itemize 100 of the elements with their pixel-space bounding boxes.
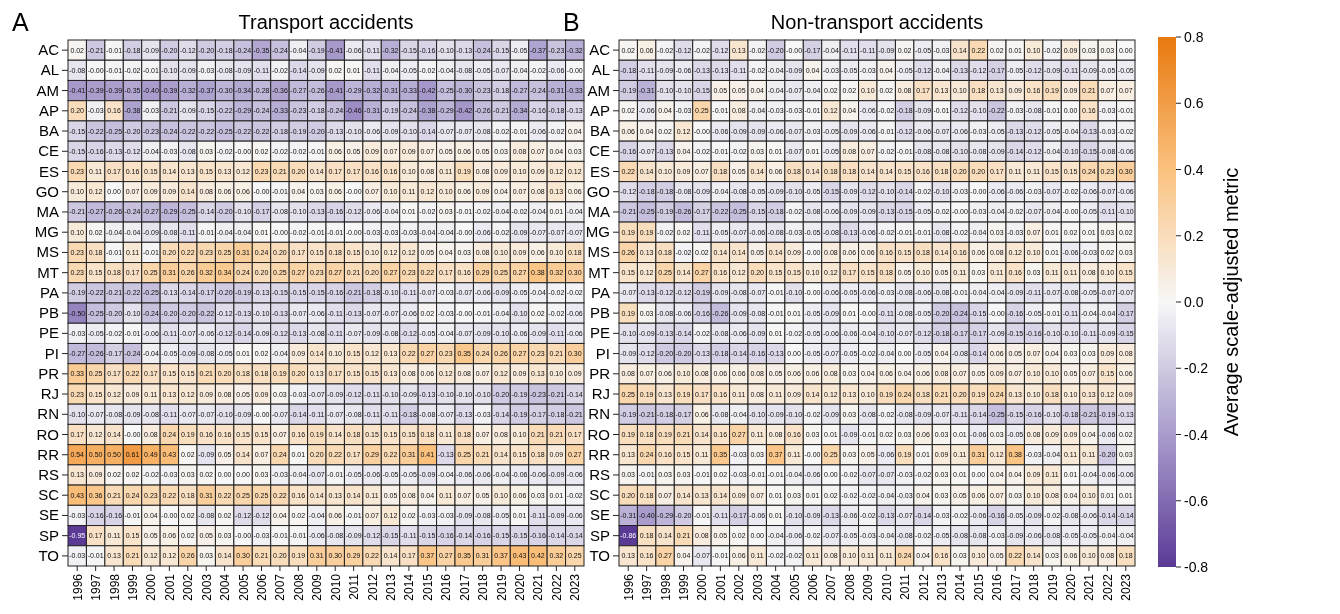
x-tick-label: 2015	[420, 573, 435, 601]
x-tick-label: 2006	[806, 573, 820, 601]
x-tick-label: 2015	[971, 573, 986, 601]
x-tick-label: 1998	[107, 573, 122, 601]
x-tick-label: 2014	[953, 573, 968, 601]
x-tick-label: 2010	[328, 573, 343, 601]
y-tick-label: BA	[38, 122, 59, 140]
y-tick-label: AL	[40, 61, 59, 79]
x-tick-label: 2023	[568, 573, 583, 601]
color-bar-label: 0.8	[1184, 29, 1204, 45]
x-tick-label: 2021	[531, 573, 546, 601]
x-tick-label: 1997	[89, 573, 104, 601]
x-tick-label: 2005	[787, 573, 802, 601]
x-tick-label: 2023	[1119, 573, 1134, 601]
x-tick-label: 2000	[695, 573, 710, 601]
y-tick-label: AC	[589, 41, 611, 59]
y-tick-label: MA	[587, 202, 610, 220]
x-tick-label: 1996	[621, 573, 636, 601]
x-tick-label: 1996	[70, 573, 85, 601]
x-tick-label: 1999	[677, 573, 691, 601]
x-tick-label: 2016	[439, 573, 454, 601]
y-tick-label: AM	[36, 81, 59, 99]
y-tick-label: PR	[589, 364, 611, 382]
color-bar-title: Average scale-adjusted metric	[1220, 167, 1242, 437]
x-tick-label: 2016	[990, 573, 1005, 601]
x-tick-label: 2022	[549, 573, 564, 601]
x-tick-label: 2010	[879, 573, 894, 601]
x-tick-label: 1998	[658, 573, 673, 601]
y-tick-label: MS	[587, 243, 610, 261]
y-tick-label: AP	[589, 101, 610, 119]
x-tick-label: 2017	[457, 573, 472, 601]
y-tick-label: MG	[585, 223, 610, 241]
color-bar-label: -0.6	[1184, 492, 1209, 509]
color-bar-label: -0.4	[1184, 426, 1209, 443]
x-tick-label: 2011	[898, 573, 913, 600]
x-tick-label: 2002	[181, 573, 196, 601]
y-tick-label: BA	[589, 122, 610, 140]
y-tick-label: PA	[591, 283, 610, 301]
x-tick-label: 2008	[842, 573, 857, 601]
x-tick-label: 2012	[365, 573, 380, 601]
x-tick-label: 1997	[640, 573, 655, 601]
x-tick-label: 2009	[310, 573, 325, 601]
y-tick-label: MG	[34, 223, 59, 241]
x-tick-label: 2011	[347, 573, 362, 600]
x-tick-label: 2004	[769, 573, 784, 601]
y-tick-label: SE	[589, 506, 610, 524]
x-tick-label: 2001	[713, 573, 728, 601]
x-tick-label: 2006	[255, 573, 269, 601]
color-bar-label: 0.0	[1184, 294, 1204, 310]
y-tick-label: GO	[586, 182, 610, 200]
y-tick-label: RS	[589, 465, 610, 483]
x-tick-label: 2019	[494, 573, 509, 601]
y-tick-label: PB	[589, 304, 610, 322]
y-tick-label: SC	[38, 486, 60, 504]
x-tick-label: 2018	[1027, 573, 1042, 601]
y-tick-label: PA	[40, 283, 59, 301]
x-tick-label: 2003	[750, 573, 765, 601]
color-bar-label: 0.4	[1184, 161, 1204, 178]
x-tick-label: 2007	[824, 573, 839, 601]
x-tick-label: 2018	[476, 573, 491, 601]
x-tick-label: 2022	[1100, 573, 1115, 601]
y-tick-label: SC	[589, 486, 611, 504]
color-bar-label: 0.2	[1184, 227, 1204, 244]
x-tick-label: 2013	[935, 573, 949, 601]
x-tick-label: 2021	[1082, 573, 1097, 601]
color-bar-label: -0.8	[1184, 559, 1209, 575]
x-tick-label: 2008	[291, 573, 306, 601]
x-tick-label: 2007	[273, 573, 288, 601]
color-bar-label: -0.2	[1184, 360, 1209, 377]
y-tick-label: ES	[589, 162, 610, 180]
y-tick-label: PR	[38, 364, 60, 382]
y-tick-label: PI	[595, 344, 610, 362]
chart-title: Transport accidents	[238, 11, 414, 33]
y-tick-label: MA	[36, 202, 59, 220]
y-tick-label: MS	[36, 243, 59, 261]
y-tick-label: AL	[591, 61, 610, 79]
y-tick-label: TO	[38, 546, 59, 564]
x-tick-label: 2020	[1064, 573, 1078, 601]
x-tick-label: 2004	[218, 573, 233, 601]
y-tick-label: RO	[587, 425, 610, 443]
y-tick-label: TO	[589, 546, 610, 564]
y-tick-label: PI	[44, 344, 59, 362]
x-tick-label: 2009	[861, 573, 876, 601]
y-tick-label: AC	[38, 41, 60, 59]
y-tick-label: SP	[38, 526, 59, 544]
x-tick-label: 2005	[236, 573, 251, 601]
text: B	[563, 8, 580, 36]
x-tick-label: 1999	[126, 573, 140, 601]
x-tick-label: 2002	[732, 573, 747, 601]
y-tick-label: RN	[588, 405, 610, 423]
x-tick-label: 2000	[144, 573, 159, 601]
y-tick-label: AM	[587, 81, 610, 99]
y-tick-label: SE	[38, 506, 59, 524]
y-tick-label: RS	[38, 465, 59, 483]
text: A	[12, 8, 29, 36]
y-tick-label: MT	[588, 263, 610, 281]
y-tick-label: PB	[38, 304, 59, 322]
y-tick-label: CE	[589, 142, 610, 160]
x-tick-label: 2001	[162, 573, 177, 601]
y-tick-label: RR	[588, 445, 611, 463]
